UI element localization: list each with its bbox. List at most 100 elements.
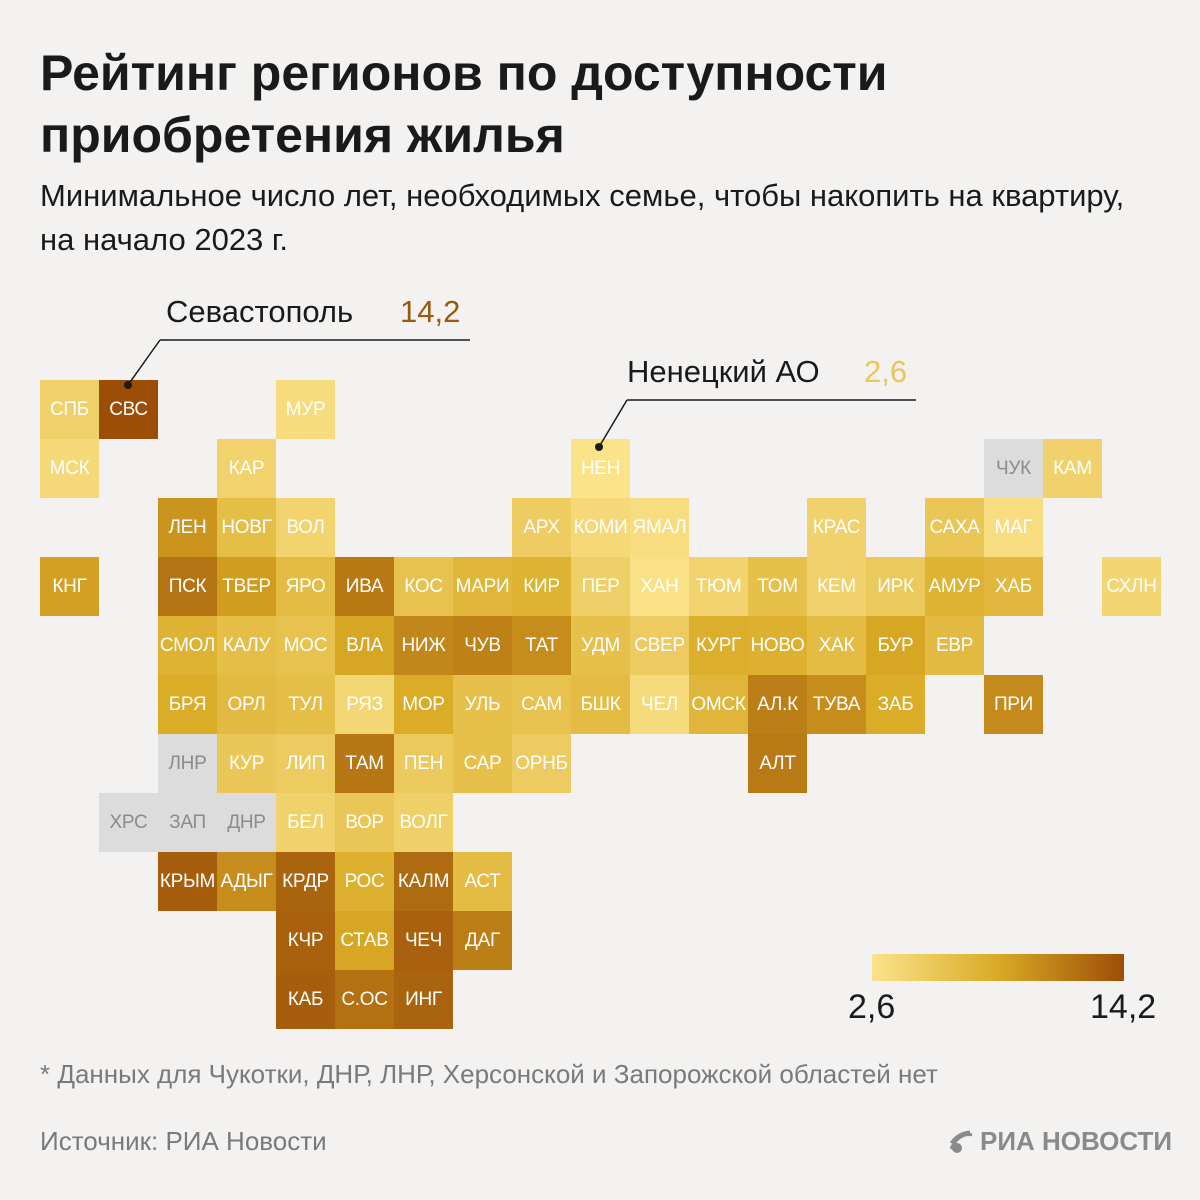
region-tile-бел: БЕЛ	[276, 793, 335, 852]
region-tile-вла: ВЛА	[335, 616, 394, 675]
region-tile-евр: ЕВР	[925, 616, 984, 675]
region-tile-спб: СПБ	[40, 380, 99, 439]
ria-logo-icon	[949, 1130, 973, 1153]
legend-max-label: 14,2	[1090, 988, 1157, 1026]
region-tile-тат: ТАТ	[512, 616, 571, 675]
region-tile-аст: АСТ	[453, 852, 512, 911]
region-tile-пен: ПЕН	[394, 734, 453, 793]
region-tile-ряз: РЯЗ	[335, 675, 394, 734]
region-tile-ямал: ЯМАЛ	[630, 498, 689, 557]
region-tile-ново: НОВО	[748, 616, 807, 675]
region-tile-там: ТАМ	[335, 734, 394, 793]
region-tile-заб: ЗАБ	[866, 675, 925, 734]
region-tile-смол: СМОЛ	[158, 616, 217, 675]
region-tile-крас: КРАС	[807, 498, 866, 557]
page-title: Рейтинг регионов по доступности приобрет…	[40, 45, 888, 163]
region-tile-лип: ЛИП	[276, 734, 335, 793]
region-tile-инг: ИНГ	[394, 970, 453, 1029]
region-tile-с.ос: С.ОС	[335, 970, 394, 1029]
region-tile-мур: МУР	[276, 380, 335, 439]
region-tile-бря: БРЯ	[158, 675, 217, 734]
region-tile-алт: АЛТ	[748, 734, 807, 793]
region-tile-кнг: КНГ	[40, 557, 99, 616]
region-tile-сам: САМ	[512, 675, 571, 734]
region-tile-адыг: АДЫГ	[217, 852, 276, 911]
region-tile-твер: ТВЕР	[217, 557, 276, 616]
region-tile-волг: ВОЛГ	[394, 793, 453, 852]
region-tile-каб: КАБ	[276, 970, 335, 1029]
region-tile-хак: ХАК	[807, 616, 866, 675]
region-tile-мари: МАРИ	[453, 557, 512, 616]
region-tile-орнб: ОРНБ	[512, 734, 571, 793]
region-tile-кчр: КЧР	[276, 911, 335, 970]
region-tile-бшк: БШК	[571, 675, 630, 734]
region-tile-бур: БУР	[866, 616, 925, 675]
legend-min-label: 2,6	[848, 988, 896, 1026]
region-tile-сар: САР	[453, 734, 512, 793]
region-tile-днр: ДНР	[217, 793, 276, 852]
page-subtitle: Минимальное число лет, необходимых семье…	[40, 178, 1125, 257]
region-tile-мск: МСК	[40, 439, 99, 498]
region-tile-чел: ЧЕЛ	[630, 675, 689, 734]
region-tile-пер: ПЕР	[571, 557, 630, 616]
nenets-callout-value: 2,6	[864, 354, 908, 389]
region-tile-мор: МОР	[394, 675, 453, 734]
region-tile-тува: ТУВА	[807, 675, 866, 734]
region-tile-хрс: ХРС	[99, 793, 158, 852]
region-tile-вол: ВОЛ	[276, 498, 335, 557]
sevastopol-callout-value: 14,2	[400, 294, 461, 329]
region-tile-хаб: ХАБ	[984, 557, 1043, 616]
region-tile-кир: КИР	[512, 557, 571, 616]
region-tile-чук: ЧУК	[984, 439, 1043, 498]
region-tile-при: ПРИ	[984, 675, 1043, 734]
region-tile-чеч: ЧЕЧ	[394, 911, 453, 970]
region-tile-уль: УЛЬ	[453, 675, 512, 734]
region-tile-чув: ЧУВ	[453, 616, 512, 675]
region-tile-саха: САХА	[925, 498, 984, 557]
region-tile-ал.к: АЛ.К	[748, 675, 807, 734]
region-tile-кем: КЕМ	[807, 557, 866, 616]
region-tile-крдр: КРДР	[276, 852, 335, 911]
region-tile-кур: КУР	[217, 734, 276, 793]
region-tile-лен: ЛЕН	[158, 498, 217, 557]
region-tile-зап: ЗАП	[158, 793, 217, 852]
region-tile-схлн: СХЛН	[1102, 557, 1161, 616]
region-tile-кам: КАМ	[1043, 439, 1102, 498]
region-tile-мос: МОС	[276, 616, 335, 675]
region-tile-тюм: ТЮМ	[689, 557, 748, 616]
region-tile-маг: МАГ	[984, 498, 1043, 557]
region-tile-даг: ДАГ	[453, 911, 512, 970]
region-tile-новг: НОВГ	[217, 498, 276, 557]
region-tile-кург: КУРГ	[689, 616, 748, 675]
region-tile-калм: КАЛМ	[394, 852, 453, 911]
region-tile-свер: СВЕР	[630, 616, 689, 675]
region-tile-кар: КАР	[217, 439, 276, 498]
brand-name: РИА НОВОСТИ	[980, 1126, 1173, 1156]
region-tile-хан: ХАН	[630, 557, 689, 616]
region-tile-амур: АМУР	[925, 557, 984, 616]
region-tile-яро: ЯРО	[276, 557, 335, 616]
region-tile-арх: АРХ	[512, 498, 571, 557]
region-tile-рос: РОС	[335, 852, 394, 911]
nenets-callout-name: Ненецкий АО	[627, 354, 820, 389]
region-tile-крым: КРЫМ	[158, 852, 217, 911]
region-tile-став: СТАВ	[335, 911, 394, 970]
region-tile-орл: ОРЛ	[217, 675, 276, 734]
region-tile-омск: ОМСК	[689, 675, 748, 734]
brand-logo: РИА НОВОСТИ	[948, 1126, 1172, 1157]
region-tile-ирк: ИРК	[866, 557, 925, 616]
region-tile-тул: ТУЛ	[276, 675, 335, 734]
footnote: * Данных для Чукотки, ДНР, ЛНР, Херсонск…	[40, 1059, 938, 1089]
region-tile-пск: ПСК	[158, 557, 217, 616]
region-tile-нен: НЕН	[571, 439, 630, 498]
region-tile-свс: СВС	[99, 380, 158, 439]
region-tile-удм: УДМ	[571, 616, 630, 675]
region-tile-коми: КОМИ	[571, 498, 630, 557]
source-note: Источник: РИА Новости	[40, 1126, 327, 1156]
region-tile-лнр: ЛНР	[158, 734, 217, 793]
region-tile-ива: ИВА	[335, 557, 394, 616]
legend-gradient-bar	[872, 954, 1124, 981]
region-tile-кос: КОС	[394, 557, 453, 616]
sevastopol-callout-name: Севастополь	[166, 294, 354, 329]
